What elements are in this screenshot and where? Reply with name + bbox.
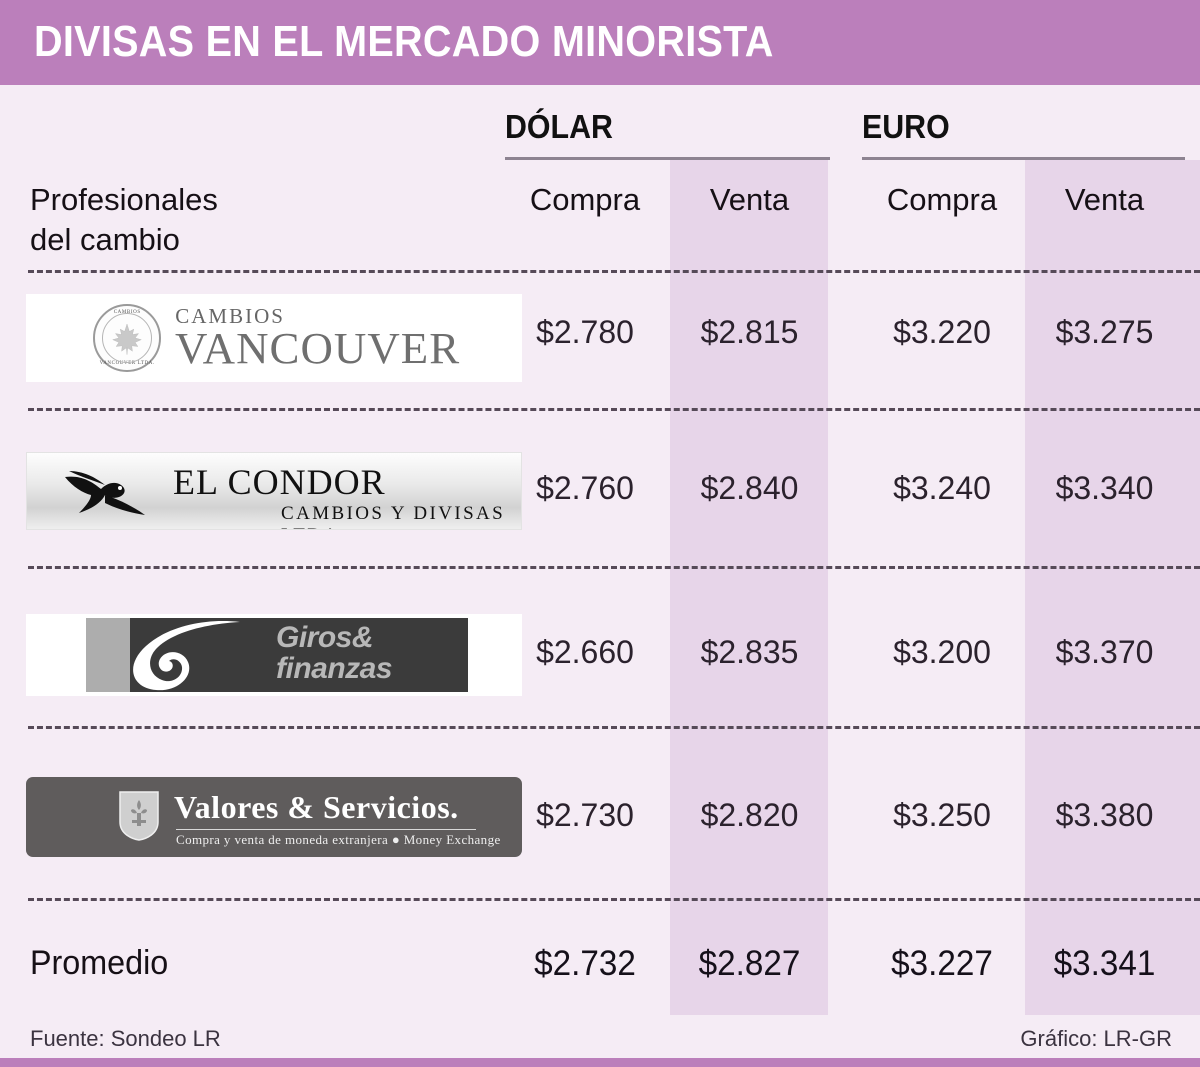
seal-ring-bottom-text: VANCOUVER LTDA. bbox=[99, 361, 155, 366]
page-title: DIVISAS EN EL MERCADO MINORISTA bbox=[34, 17, 774, 66]
table-row: Giros& finanzas $2.660 $2.835 $3.200 $3.… bbox=[0, 614, 1200, 696]
seal-ring-top-text: CAMBIOS bbox=[113, 310, 141, 315]
cell-euro-compra: $3.240 bbox=[893, 470, 991, 506]
cell-dolar-compra: $2.660 bbox=[536, 634, 634, 670]
average-dolar-compra: $2.732 bbox=[534, 944, 636, 983]
cell-dolar-venta: $2.840 bbox=[700, 470, 799, 506]
vancouver-wordmark: CAMBIOS VANCOUVER bbox=[175, 303, 459, 371]
average-dolar-venta: $2.827 bbox=[698, 944, 801, 983]
cell-dolar-venta: $2.835 bbox=[700, 634, 799, 670]
cell-dolar-compra: $2.760 bbox=[536, 470, 634, 506]
vancouver-small-text: CAMBIOS bbox=[175, 303, 285, 328]
header-banner: DIVISAS EN EL MERCADO MINORISTA bbox=[0, 0, 1200, 85]
footer-bar bbox=[0, 1058, 1200, 1067]
cell-euro-venta: $3.275 bbox=[1055, 314, 1154, 350]
dolar-venta-band bbox=[670, 160, 828, 1015]
giros-spiral-icon bbox=[133, 621, 240, 691]
logo-el-condor: EL CONDOR CAMBIOS Y DIVISAS LTDA. bbox=[26, 452, 522, 530]
cell-euro-venta: $3.370 bbox=[1055, 634, 1154, 670]
cell-dolar-compra: $2.780 bbox=[536, 314, 634, 350]
condor-bird-icon bbox=[65, 471, 145, 515]
euro-underline bbox=[862, 157, 1185, 160]
source-label: Fuente: Sondeo LR bbox=[30, 1026, 221, 1051]
column-group-dolar: DÓLAR bbox=[505, 108, 613, 145]
giros-line2: finanzas bbox=[276, 652, 393, 685]
average-row-label: Promedio bbox=[30, 944, 169, 982]
cell-dolar-venta: $2.820 bbox=[700, 797, 799, 833]
row-header-label: Profesionales del cambio bbox=[30, 180, 218, 260]
cell-euro-venta: $3.340 bbox=[1055, 470, 1154, 506]
table-row: EL CONDOR CAMBIOS Y DIVISAS LTDA. $2.760… bbox=[0, 452, 1200, 530]
col-header-euro-venta: Venta bbox=[1064, 182, 1145, 217]
dolar-underline bbox=[505, 157, 830, 160]
cell-euro-venta: $3.380 bbox=[1055, 797, 1154, 833]
row-separator bbox=[28, 898, 1200, 901]
row-separator bbox=[28, 566, 1200, 569]
average-euro-venta: $3.341 bbox=[1053, 944, 1156, 983]
logo-valores-servicios: Valores & Servicios. Compra y venta de m… bbox=[26, 777, 522, 857]
logo-vancouver: CAMBIOS VANCOUVER LTDA. CAMBIOS VANCOUVE… bbox=[26, 294, 522, 382]
cell-euro-compra: $3.250 bbox=[893, 797, 991, 833]
condor-sub-text: CAMBIOS Y DIVISAS LTDA. bbox=[281, 503, 506, 529]
maple-leaf-icon bbox=[112, 323, 143, 355]
giros-wordmark: Giros& finanzas bbox=[276, 621, 393, 685]
valores-divider bbox=[176, 829, 476, 830]
vancouver-seal-icon: CAMBIOS VANCOUVER LTDA. bbox=[93, 304, 162, 372]
logo-giros-finanzas: Giros& finanzas bbox=[26, 614, 522, 696]
fleur-de-lis-shield-icon bbox=[119, 791, 159, 841]
valores-name-text: Valores & Servicios. bbox=[174, 789, 459, 825]
vancouver-big-text: VANCOUVER bbox=[175, 323, 461, 373]
cell-dolar-venta: $2.815 bbox=[700, 314, 799, 350]
col-header-euro-compra: Compra bbox=[886, 182, 998, 217]
cell-euro-compra: $3.220 bbox=[893, 314, 991, 350]
row-separator bbox=[28, 408, 1200, 411]
giros-line1: Giros& bbox=[276, 621, 374, 654]
row-header-line2: del cambio bbox=[30, 222, 180, 257]
table-row: Valores & Servicios. Compra y venta de m… bbox=[0, 777, 1200, 857]
row-separator bbox=[28, 726, 1200, 729]
cell-euro-compra: $3.200 bbox=[893, 634, 991, 670]
row-separator bbox=[28, 270, 1200, 273]
average-euro-compra: $3.227 bbox=[891, 944, 993, 983]
row-header-line1: Profesionales bbox=[30, 182, 218, 217]
cell-dolar-compra: $2.730 bbox=[536, 797, 634, 833]
col-header-dolar-compra: Compra bbox=[529, 182, 641, 217]
euro-venta-band bbox=[1025, 160, 1200, 1015]
valores-sub-text: Compra y venta de moneda extranjera ● Mo… bbox=[176, 832, 501, 847]
col-header-dolar-venta: Venta bbox=[709, 182, 790, 217]
condor-name-text: EL CONDOR bbox=[173, 462, 386, 502]
column-group-euro: EURO bbox=[862, 108, 950, 145]
credit-label: Gráfico: LR-GR bbox=[1020, 1026, 1172, 1051]
